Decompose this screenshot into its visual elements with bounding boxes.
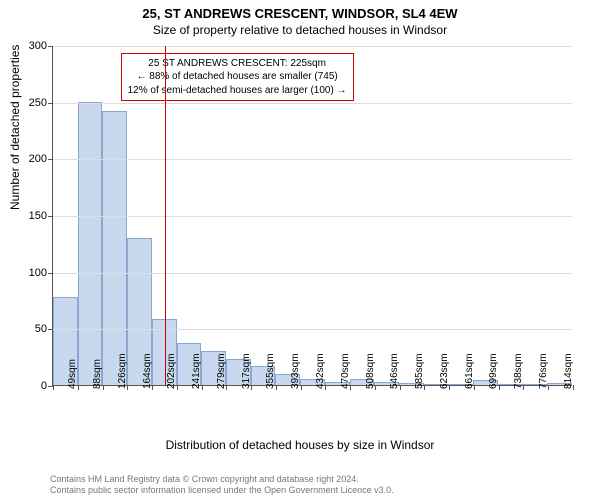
grid-line [53, 159, 572, 160]
xtick-label: 470sqm [340, 353, 351, 389]
xtick-mark [499, 385, 500, 390]
xtick-label: 508sqm [365, 353, 376, 389]
plot-area: 25 ST ANDREWS CRESCENT: 225sqm ← 88% of … [52, 46, 572, 386]
ytick-label: 300 [29, 40, 53, 52]
xtick-mark [276, 385, 277, 390]
xtick-mark [177, 385, 178, 390]
xtick-mark [474, 385, 475, 390]
xtick-mark [251, 385, 252, 390]
footer-line-2: Contains public sector information licen… [50, 485, 590, 496]
xtick-mark [152, 385, 153, 390]
footer-line-1: Contains HM Land Registry data © Crown c… [50, 474, 590, 485]
footer-attribution: Contains HM Land Registry data © Crown c… [50, 474, 590, 497]
xtick-label: 814sqm [563, 353, 574, 389]
grid-line [53, 216, 572, 217]
bar [78, 102, 103, 385]
xtick-label: 126sqm [117, 353, 128, 389]
xtick-label: 202sqm [166, 353, 177, 389]
xtick-mark [523, 385, 524, 390]
xtick-mark [53, 385, 54, 390]
xtick-label: 355sqm [265, 353, 276, 389]
xtick-label: 585sqm [414, 353, 425, 389]
xtick-mark [301, 385, 302, 390]
xtick-mark [375, 385, 376, 390]
xtick-label: 88sqm [92, 359, 103, 389]
ytick-label: 100 [29, 267, 53, 279]
xtick-label: 432sqm [315, 353, 326, 389]
xtick-mark [103, 385, 104, 390]
annotation-box: 25 ST ANDREWS CRESCENT: 225sqm ← 88% of … [121, 53, 354, 102]
xtick-mark [400, 385, 401, 390]
xtick-label: 738sqm [513, 353, 524, 389]
x-axis-label: Distribution of detached houses by size … [0, 438, 600, 452]
xtick-mark [548, 385, 549, 390]
grid-line [53, 329, 572, 330]
xtick-mark [424, 385, 425, 390]
annotation-line-2: ← 88% of detached houses are smaller (74… [128, 70, 347, 84]
xtick-label: 699sqm [488, 353, 499, 389]
xtick-label: 393sqm [290, 353, 301, 389]
xtick-label: 317sqm [241, 353, 252, 389]
xtick-mark [78, 385, 79, 390]
bar [102, 111, 127, 385]
xtick-label: 776sqm [538, 353, 549, 389]
ytick-label: 50 [35, 323, 53, 335]
chart-container: 25, ST ANDREWS CRESCENT, WINDSOR, SL4 4E… [0, 0, 600, 500]
xtick-mark [226, 385, 227, 390]
reference-line [165, 46, 166, 385]
grid-line [53, 273, 572, 274]
xtick-label: 661sqm [464, 353, 475, 389]
y-axis-label: Number of detached properties [8, 45, 22, 210]
ytick-label: 200 [29, 153, 53, 165]
xtick-mark [573, 385, 574, 390]
xtick-mark [325, 385, 326, 390]
xtick-label: 279sqm [216, 353, 227, 389]
xtick-mark [202, 385, 203, 390]
xtick-label: 546sqm [389, 353, 400, 389]
annotation-line-1: 25 ST ANDREWS CRESCENT: 225sqm [128, 57, 347, 71]
annotation-line-3: 12% of semi-detached houses are larger (… [128, 84, 347, 98]
grid-line [53, 103, 572, 104]
chart-title-secondary: Size of property relative to detached ho… [0, 21, 600, 41]
chart-title-primary: 25, ST ANDREWS CRESCENT, WINDSOR, SL4 4E… [0, 0, 600, 21]
xtick-label: 241sqm [191, 353, 202, 389]
grid-line [53, 46, 572, 47]
xtick-mark [449, 385, 450, 390]
ytick-label: 0 [41, 380, 53, 392]
xtick-label: 164sqm [142, 353, 153, 389]
ytick-label: 250 [29, 97, 53, 109]
xtick-mark [350, 385, 351, 390]
ytick-label: 150 [29, 210, 53, 222]
xtick-mark [127, 385, 128, 390]
xtick-label: 623sqm [439, 353, 450, 389]
xtick-label: 49sqm [67, 359, 78, 389]
